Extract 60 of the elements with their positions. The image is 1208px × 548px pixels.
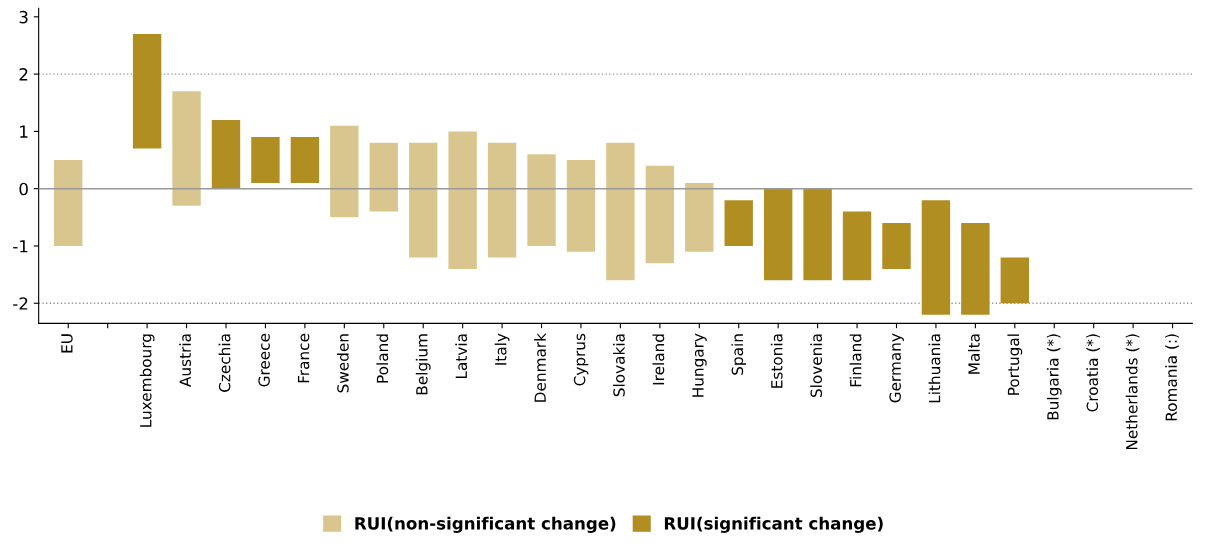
legend-label: RUI(non-significant change) <box>355 516 616 533</box>
x-tick-label: EU <box>61 334 73 353</box>
bar <box>290 137 320 183</box>
bar <box>763 188 793 281</box>
bar <box>803 188 832 281</box>
x-tick-label: Italy <box>494 333 510 365</box>
bar <box>409 142 438 258</box>
bar <box>685 182 714 252</box>
x-tick-label: Poland <box>376 334 389 383</box>
bar <box>487 142 517 258</box>
x-tick-label: Czechia <box>218 334 231 392</box>
bar <box>132 34 162 149</box>
x-tick-label: Cyprus <box>573 333 589 386</box>
y-tick-label: -1 <box>13 240 28 253</box>
x-tick-label: France <box>297 333 310 383</box>
x-tick-label: Romania (:) <box>1165 334 1179 421</box>
x-tick-label: Belgium <box>415 334 431 395</box>
y-tick-label: 2 <box>19 68 28 81</box>
x-tick-label: Slovenia <box>810 334 823 398</box>
x-tick-label: Malta <box>967 334 980 374</box>
x-tick-label: Spain <box>731 334 747 375</box>
bar <box>448 131 477 269</box>
x-tick-label: Portugal <box>1007 334 1023 395</box>
bar <box>330 125 359 218</box>
x-tick-label: Denmark <box>534 333 546 402</box>
x-tick-label: Greece <box>258 333 270 387</box>
bar <box>842 211 872 281</box>
x-tick-label: Lithuania <box>928 334 941 403</box>
x-tick-label: Finland <box>849 334 862 387</box>
x-tick-label: Slovakia <box>613 334 625 397</box>
x-tick-label: Sweden <box>336 334 349 393</box>
x-tick-label: Germany <box>889 333 904 403</box>
bar <box>882 223 911 269</box>
bar <box>54 160 83 246</box>
x-tick-label: Netherlands (*) <box>1125 334 1140 450</box>
y-tick-label: 0 <box>19 182 28 196</box>
x-tick-label: Ireland <box>652 334 665 385</box>
x-tick-label: Hungary <box>692 333 707 397</box>
bar <box>566 160 596 252</box>
legend-label: RUI(significant change) <box>664 516 883 533</box>
bar <box>645 165 675 264</box>
y-tick-label: -2 <box>13 297 28 310</box>
bar <box>211 119 241 189</box>
x-tick-label: Latvia <box>455 334 468 379</box>
y-tick-label: 3 <box>19 10 28 24</box>
x-tick-label: Luxembourg <box>139 334 155 427</box>
bar <box>172 91 201 206</box>
bar <box>921 200 951 315</box>
bar <box>251 137 280 183</box>
bar <box>1000 257 1030 304</box>
bar <box>527 154 556 246</box>
bar <box>724 200 753 246</box>
y-tick-label: 1 <box>20 125 28 138</box>
bar <box>369 142 398 212</box>
bar <box>961 223 990 315</box>
bar <box>606 142 635 281</box>
x-tick-label: Austria <box>179 334 191 387</box>
x-tick-label: Estonia <box>770 334 783 388</box>
x-tick-label: Croatia (*) <box>1086 334 1100 412</box>
x-tick-label: Bulgaria (*) <box>1046 334 1062 420</box>
